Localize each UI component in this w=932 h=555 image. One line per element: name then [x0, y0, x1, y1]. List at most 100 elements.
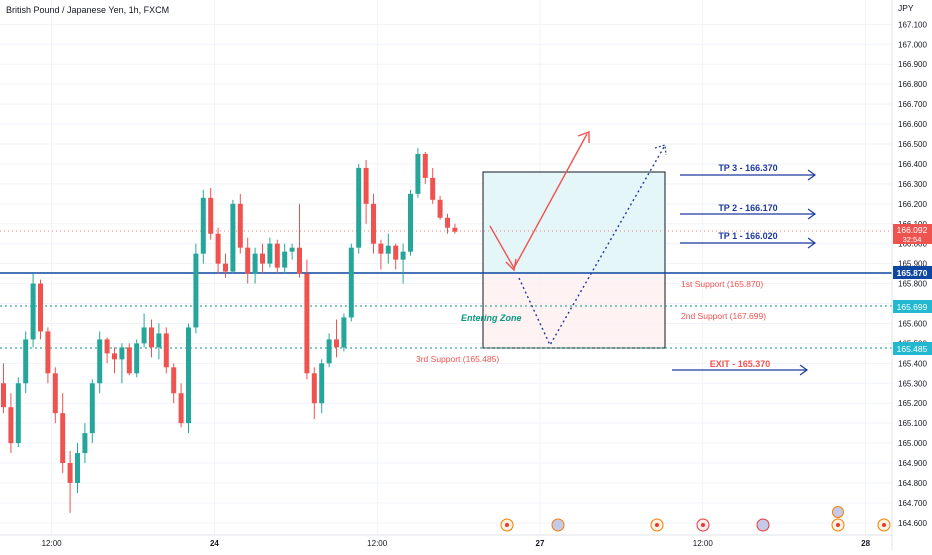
candle-body: [230, 203, 236, 272]
candle[interactable]: [134, 339, 140, 378]
x-tick-label: 12:00: [42, 539, 63, 548]
candle[interactable]: [97, 331, 103, 394]
candle[interactable]: [408, 189, 413, 256]
candle[interactable]: [171, 363, 177, 404]
candle[interactable]: [363, 159, 369, 224]
candle[interactable]: [385, 233, 391, 264]
candle[interactable]: [1, 363, 6, 414]
candle[interactable]: [119, 343, 125, 384]
candle-body: [371, 203, 376, 244]
candle[interactable]: [400, 243, 406, 284]
dip-scenario-path[interactable]: [518, 146, 665, 347]
candle[interactable]: [422, 151, 428, 184]
candle[interactable]: [30, 273, 36, 348]
candle[interactable]: [163, 327, 169, 374]
candle[interactable]: [193, 243, 199, 334]
candle[interactable]: [297, 203, 302, 278]
tp1-arrow[interactable]: [680, 237, 817, 249]
svg-text:165.870: 165.870: [897, 268, 928, 278]
y-tick-label: 165.800: [898, 280, 927, 289]
candle[interactable]: [445, 213, 450, 234]
candle[interactable]: [215, 227, 221, 274]
candle[interactable]: [149, 319, 154, 358]
candle[interactable]: [356, 163, 362, 254]
candle-body: [208, 197, 214, 234]
candle[interactable]: [245, 237, 251, 284]
candle[interactable]: [67, 451, 73, 513]
candle[interactable]: [141, 313, 147, 348]
candle[interactable]: [112, 347, 117, 374]
y-tick-label: 165.400: [898, 359, 927, 368]
candle[interactable]: [437, 195, 443, 220]
candle[interactable]: [186, 323, 191, 434]
candle[interactable]: [52, 367, 58, 424]
arrow-head-3: [654, 144, 667, 156]
candle[interactable]: [304, 259, 310, 380]
candle[interactable]: [371, 193, 376, 254]
tp1-label: TP 1 - 166.020: [718, 231, 777, 241]
candle[interactable]: [60, 393, 66, 473]
exit-arrow[interactable]: [672, 364, 809, 376]
tp2-arrow[interactable]: [680, 208, 817, 220]
y-tick-label: 166.600: [898, 120, 927, 129]
candle-body: [400, 251, 406, 260]
y-tick-label: 165.100: [898, 419, 927, 428]
tp3-arrow[interactable]: [680, 169, 817, 181]
flag-icon[interactable]: [756, 518, 770, 532]
flag-icon[interactable]: [551, 518, 565, 532]
candle[interactable]: [82, 423, 88, 464]
candle-body: [178, 393, 184, 424]
candle[interactable]: [252, 247, 258, 284]
candle[interactable]: [45, 327, 51, 384]
candle[interactable]: [319, 359, 325, 414]
candle[interactable]: [38, 279, 43, 340]
candle[interactable]: [260, 243, 265, 274]
candle-body: [15, 383, 21, 444]
y-tick-label: 166.200: [898, 200, 927, 209]
candle[interactable]: [208, 187, 214, 240]
candle[interactable]: [311, 367, 317, 420]
candle[interactable]: [15, 377, 21, 448]
candle-body: [267, 243, 273, 264]
candle-body: [393, 245, 399, 260]
candle[interactable]: [415, 147, 421, 198]
candle[interactable]: [289, 243, 295, 260]
candle[interactable]: [334, 319, 339, 358]
y-tick-label: 166.500: [898, 140, 927, 149]
candle[interactable]: [223, 253, 228, 278]
candle[interactable]: [23, 331, 29, 394]
x-tick-label: 28: [861, 539, 870, 548]
candle-body: [252, 253, 258, 274]
support-1-label: 1st Support (165.870): [681, 279, 763, 289]
candle[interactable]: [200, 189, 206, 264]
candle[interactable]: [75, 443, 80, 493]
y-tick-label: 166.800: [898, 80, 927, 89]
grid-lines: [0, 0, 892, 535]
candle[interactable]: [393, 243, 399, 270]
candle[interactable]: [274, 239, 280, 274]
candle[interactable]: [89, 379, 95, 444]
candle[interactable]: [230, 199, 236, 274]
candle[interactable]: [326, 333, 332, 368]
candle[interactable]: [237, 193, 243, 254]
candle[interactable]: [126, 343, 132, 376]
candle[interactable]: [430, 167, 436, 204]
support-2-badge: 165.699: [893, 300, 932, 313]
candle[interactable]: [267, 237, 273, 268]
candle[interactable]: [378, 239, 384, 270]
candle[interactable]: [341, 313, 347, 352]
y-tick-label: 164.600: [898, 519, 927, 528]
flag-icon[interactable]: [832, 506, 844, 518]
candle[interactable]: [104, 337, 110, 364]
candle[interactable]: [156, 323, 162, 360]
candle[interactable]: [282, 243, 288, 274]
candle[interactable]: [348, 243, 354, 322]
candle[interactable]: [8, 393, 14, 454]
candle[interactable]: [452, 223, 458, 234]
entry-zone-box[interactable]: [483, 273, 665, 348]
x-tick-label: 27: [536, 539, 545, 548]
candle[interactable]: [178, 383, 184, 428]
target-zone-box[interactable]: [483, 172, 665, 273]
